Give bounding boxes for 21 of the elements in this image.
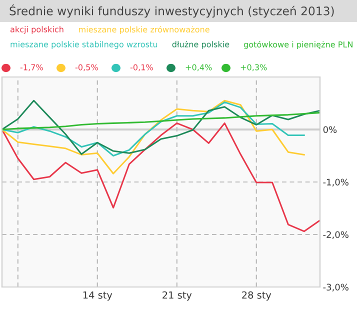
y-tick-label: -2,0% (323, 231, 348, 239)
line-series (2, 122, 320, 232)
text: +0,3% (240, 64, 267, 72)
text: -0,1% (130, 64, 153, 72)
text: gotówkowe i pieniężne PLN (244, 40, 352, 50)
text: akcji polskich (10, 26, 64, 34)
text: mieszane polskie stabilnego wzrostu (10, 41, 158, 49)
y-tick-label: -3,0% (323, 284, 348, 292)
x-tick-label: 28 sty (242, 291, 272, 301)
text: -1,7% (20, 64, 43, 72)
y-tick-label: 0% (323, 126, 337, 134)
text: -0,5% (75, 64, 98, 72)
text: dłużne polskie (172, 41, 230, 49)
line-series (2, 100, 305, 174)
y-tick-label: -1,0% (323, 178, 348, 186)
x-tick-label: 21 sty (162, 291, 192, 301)
x-tick-label: 14 sty (83, 291, 112, 301)
line-series (2, 112, 320, 130)
chart-title: Średnie wyniki funduszy inwestycyjnych (styczeń 2013) (10, 4, 334, 18)
text: +0,4% (186, 64, 212, 72)
text: mieszane polskie zrównoważone (78, 26, 210, 34)
